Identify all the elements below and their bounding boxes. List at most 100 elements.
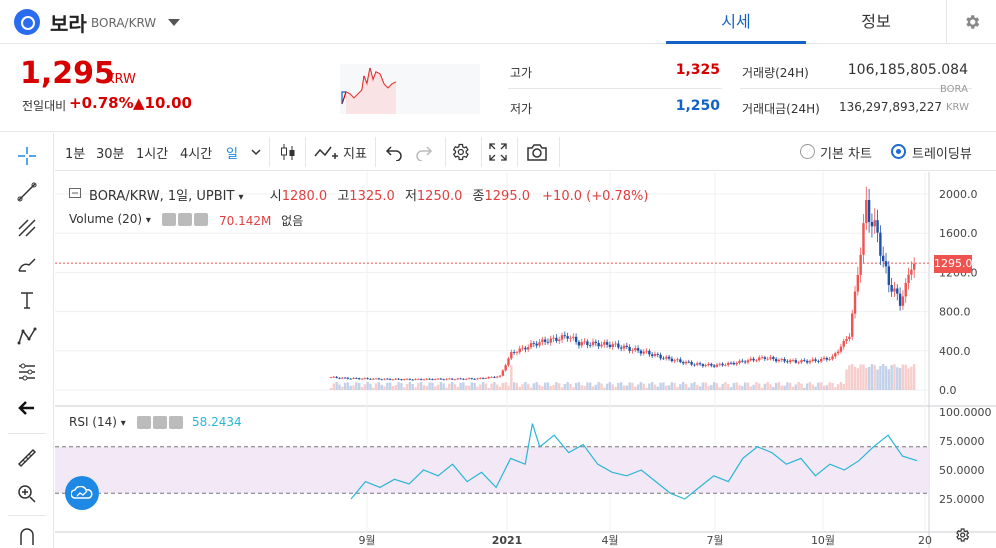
volume-bar <box>619 382 623 390</box>
price-chart-canvas[interactable]: 2000.01600.01200.0800.0400.00.09월20214월7… <box>55 172 996 548</box>
interval-1m[interactable]: 1분 <box>65 147 86 162</box>
chart-toolbar: 1분 30분 1시간 4시간 일 지표 <box>55 133 996 171</box>
tradingview-chart[interactable]: 2000.01600.01200.0800.0400.00.09월20214월7… <box>55 172 996 548</box>
candle-body <box>453 379 457 381</box>
candle-body <box>735 362 738 365</box>
collapse-legend-icon[interactable] <box>69 188 81 198</box>
tab-info[interactable]: 정보 <box>806 0 946 44</box>
interval-30m[interactable]: 30분 <box>96 147 125 162</box>
interval-1d[interactable]: 일 <box>226 147 238 162</box>
gear-icon <box>965 15 979 29</box>
volume-bar <box>755 382 758 390</box>
gear-icon[interactable] <box>954 527 970 543</box>
candle-body <box>783 359 786 362</box>
candle-body <box>890 284 893 292</box>
gear-icon[interactable] <box>153 416 167 429</box>
volume-bar <box>729 387 733 390</box>
tradingview-radio[interactable] <box>891 144 906 159</box>
interval-1h[interactable]: 1시간 <box>136 147 169 162</box>
chevron-down-icon[interactable] <box>168 19 180 26</box>
magnet-tool[interactable] <box>12 521 42 548</box>
volume-bar <box>758 383 761 390</box>
divider <box>305 137 306 167</box>
candle-body <box>541 339 544 343</box>
brush-icon <box>18 258 36 272</box>
volume-bar <box>431 382 434 390</box>
quick-action-button[interactable] <box>65 476 99 510</box>
volume-bar <box>890 365 893 390</box>
tradingview-label[interactable]: 트레이딩뷰 <box>912 147 972 162</box>
volume-bar <box>851 364 854 390</box>
volume-bar <box>611 384 614 390</box>
candle-body <box>374 378 378 380</box>
volume-bar <box>786 382 789 390</box>
volume-bar <box>845 369 848 390</box>
back-tool[interactable] <box>12 393 42 423</box>
chart-settings-button[interactable] <box>447 139 473 165</box>
rsi-legend-label[interactable]: RSI (14) <box>69 415 117 429</box>
chevron-down-icon[interactable]: ▾ <box>120 418 126 429</box>
candle-body <box>357 378 361 380</box>
coin-pair[interactable]: BORA/KRW <box>91 16 157 30</box>
candle-body <box>481 377 485 379</box>
tab-market[interactable]: 시세 <box>666 0 806 44</box>
text-tool[interactable] <box>12 285 42 315</box>
volume-label: 거래량(24H) <box>742 66 809 80</box>
candle-body <box>558 339 561 341</box>
projection-tool[interactable] <box>12 357 42 387</box>
volume-bar <box>856 368 860 390</box>
fullscreen-button[interactable] <box>485 139 511 165</box>
volume-bar <box>597 382 600 390</box>
chevron-down-icon[interactable]: ▾ <box>145 215 151 226</box>
indicators-icon-button[interactable] <box>311 139 341 165</box>
volume-bar <box>349 385 352 390</box>
close-label: 종 <box>472 189 485 204</box>
settings-button[interactable] <box>946 0 996 44</box>
fib-tool[interactable] <box>12 213 42 243</box>
eye-icon[interactable] <box>162 213 176 226</box>
indicators-button[interactable]: 지표 <box>343 147 367 162</box>
basic-chart-label[interactable]: 기본 차트 <box>820 147 872 162</box>
volume-bar <box>741 385 744 390</box>
volume-bar <box>712 382 716 390</box>
screenshot-button[interactable] <box>524 139 550 165</box>
brush-tool[interactable] <box>12 249 42 279</box>
candle-type-button[interactable] <box>275 139 301 165</box>
volume-bar <box>411 384 414 390</box>
volume-bar <box>710 385 713 390</box>
undo-button[interactable] <box>381 139 407 165</box>
close-icon[interactable] <box>169 416 183 429</box>
candle-body <box>631 350 634 351</box>
eye-icon[interactable] <box>137 416 151 429</box>
volume-legend-buttons <box>162 213 208 226</box>
measure-tool[interactable] <box>12 443 42 473</box>
volume-bar <box>746 382 750 390</box>
candle-body <box>684 361 688 364</box>
candle-body <box>814 359 817 361</box>
candle-body <box>772 357 775 359</box>
pattern-tool[interactable] <box>12 321 42 351</box>
candle-body <box>887 266 891 285</box>
volume-legend-label[interactable]: Volume (20) <box>69 212 143 226</box>
chevron-down-icon[interactable] <box>251 149 261 157</box>
coin-name[interactable]: 보라 <box>50 12 87 36</box>
zoom-tool[interactable] <box>12 479 42 509</box>
interval-4h[interactable]: 4시간 <box>180 147 213 162</box>
redo-button[interactable] <box>411 139 437 165</box>
gear-icon[interactable] <box>178 213 192 226</box>
volume-bar <box>555 382 558 390</box>
close-icon[interactable] <box>194 213 208 226</box>
divider <box>740 88 972 89</box>
divider <box>269 137 270 167</box>
volume-bar <box>479 384 482 390</box>
volume-bar <box>397 382 400 390</box>
crosshair-tool[interactable] <box>12 141 42 171</box>
candle-body <box>543 339 547 342</box>
volume-unit: BORA <box>940 84 968 95</box>
price-axis-label: 400.0 <box>939 345 971 358</box>
trendline-tool[interactable] <box>12 177 42 207</box>
basic-chart-radio[interactable] <box>800 144 815 159</box>
candle-body <box>560 335 564 340</box>
symbol-label[interactable]: BORA/KRW, 1일, UPBIT <box>89 189 235 204</box>
chevron-down-icon[interactable]: ▾ <box>238 192 244 203</box>
